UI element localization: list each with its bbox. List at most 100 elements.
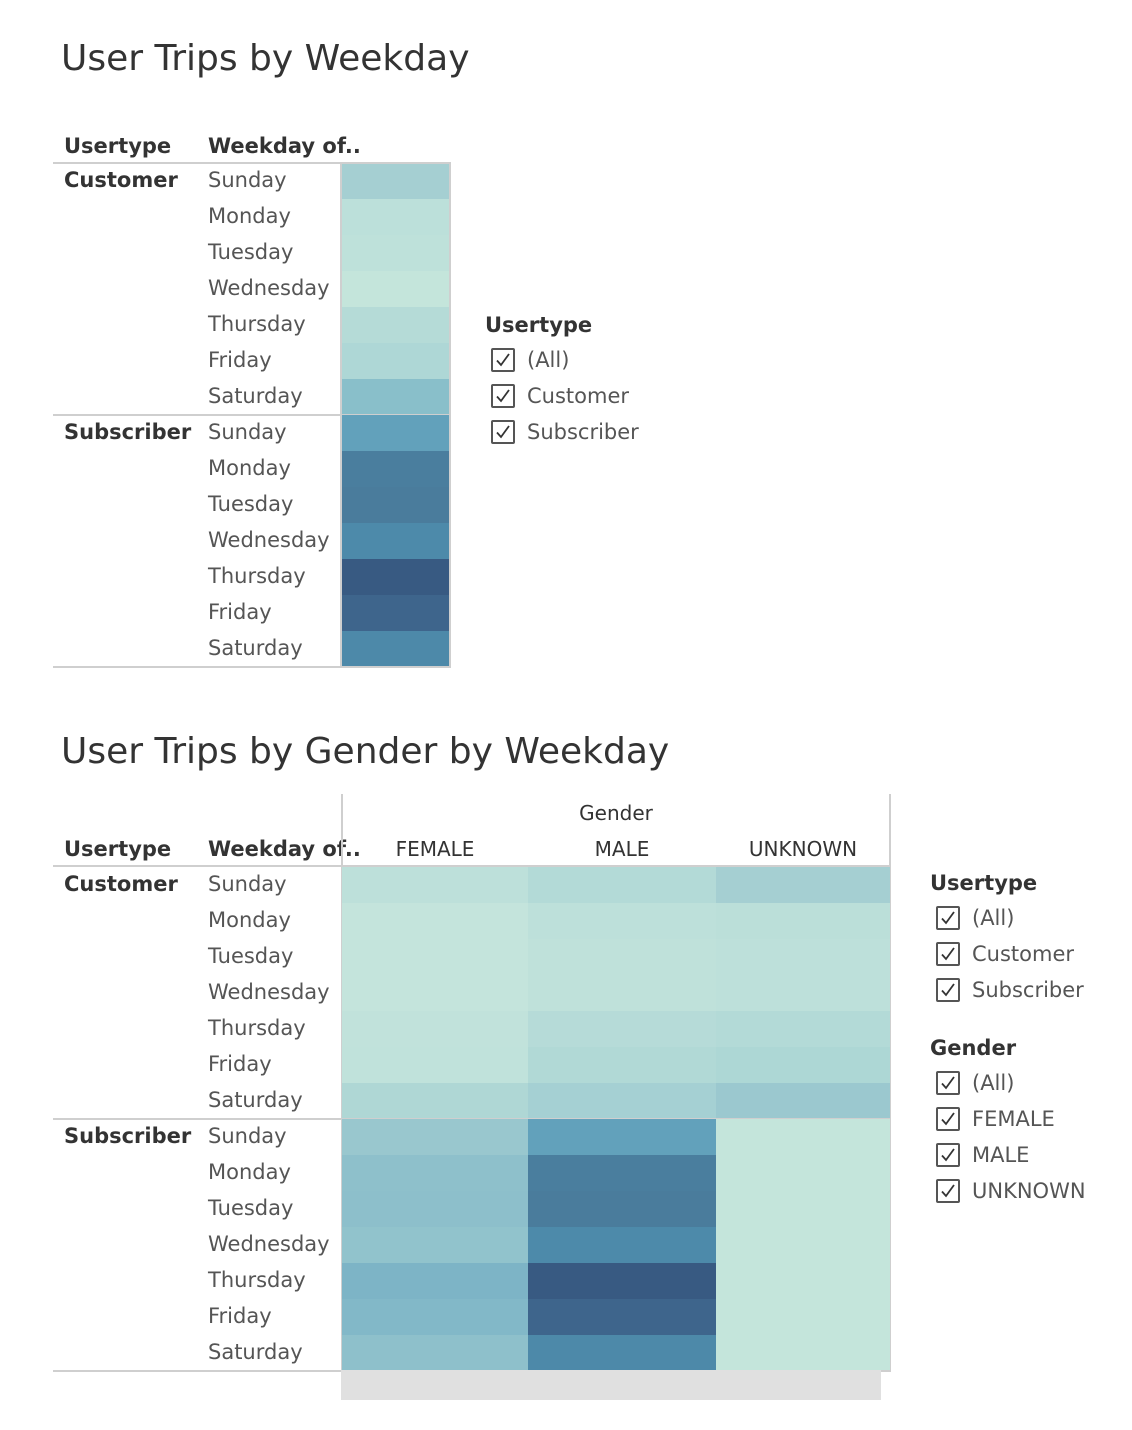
weekday-label: Friday <box>208 348 272 372</box>
checkmark-icon <box>494 387 512 405</box>
filter-option[interactable]: UNKNOWN <box>936 1179 1086 1203</box>
sheet2-right-border <box>889 794 891 1371</box>
filter-option[interactable]: (All) <box>936 906 1014 930</box>
checkbox[interactable] <box>936 906 960 930</box>
weekday-label: Friday <box>208 1304 272 1328</box>
heatmap-cell <box>342 343 450 379</box>
checkbox[interactable] <box>936 1071 960 1095</box>
heatmap-cell <box>716 1263 890 1299</box>
filter-option[interactable]: (All) <box>936 1071 1014 1095</box>
checkbox[interactable] <box>936 1143 960 1167</box>
checkmark-icon <box>939 1182 957 1200</box>
heatmap-cell <box>342 1335 528 1371</box>
usertype-label: Subscriber <box>64 420 192 444</box>
heatmap-cell <box>716 1335 890 1371</box>
heatmap-cell <box>528 1011 716 1047</box>
heatmap-cell <box>528 867 716 903</box>
heatmap-cell <box>528 1083 716 1119</box>
heatmap-cell <box>342 1299 528 1335</box>
heatmap-cell <box>716 1011 890 1047</box>
filter-option-label: Customer <box>527 384 630 408</box>
heatmap-cell <box>528 1047 716 1083</box>
heatmap-cell <box>342 163 450 199</box>
weekday-label: Monday <box>208 908 291 932</box>
heatmap-cell <box>716 1119 890 1155</box>
weekday-label: Saturday <box>208 384 303 408</box>
heatmap-cell <box>342 595 450 631</box>
checkmark-icon <box>494 423 512 441</box>
weekday-label: Saturday <box>208 636 303 660</box>
filter-option[interactable]: Subscriber <box>491 420 639 444</box>
checkbox[interactable] <box>936 978 960 1002</box>
column-header-unknown: UNKNOWN <box>748 837 858 861</box>
filter-option-label: FEMALE <box>972 1107 1055 1131</box>
filter-option[interactable]: Subscriber <box>936 978 1084 1002</box>
weekday-label: Friday <box>208 600 272 624</box>
heatmap-cell <box>528 1191 716 1227</box>
filter_usertype-filter-title: Usertype <box>930 871 1038 895</box>
sheet2-weekday-header: Weekday of.. <box>208 837 361 861</box>
sheet1-usertype-header: Usertype <box>64 134 172 158</box>
sheet1-left-border <box>340 162 342 667</box>
heatmap-cell <box>342 235 450 271</box>
heatmap-cell <box>342 939 528 975</box>
gender-header: Gender <box>579 801 653 825</box>
heatmap-cell <box>342 903 528 939</box>
heatmap-cell <box>342 631 450 667</box>
filter-option-label: (All) <box>972 1071 1015 1095</box>
heatmap-cell <box>716 1155 890 1191</box>
filter-option[interactable]: Customer <box>936 942 1074 966</box>
heatmap-cell <box>716 939 890 975</box>
usertype-label: Subscriber <box>64 1124 192 1148</box>
heatmap-cell <box>342 1047 528 1083</box>
filter_gender-filter-title: Gender <box>930 1036 1017 1060</box>
filter_usertype-filter-title: Usertype <box>485 313 593 337</box>
filter-option[interactable]: MALE <box>936 1143 1029 1167</box>
filter-option[interactable]: Customer <box>491 384 629 408</box>
weekday-label: Thursday <box>208 1268 306 1292</box>
weekday-label: Thursday <box>208 312 306 336</box>
weekday-label: Wednesday <box>208 1232 330 1256</box>
filter-option-label: Customer <box>972 942 1075 966</box>
checkbox[interactable] <box>936 1107 960 1131</box>
heatmap-cell <box>716 975 890 1011</box>
horizontal-scrollbar[interactable] <box>341 1370 881 1400</box>
column-header-female: FEMALE <box>395 837 475 861</box>
weekday-label: Friday <box>208 1052 272 1076</box>
heatmap-cell <box>528 939 716 975</box>
heatmap-cell <box>528 975 716 1011</box>
filter-option[interactable]: (All) <box>491 348 569 372</box>
filter-option-label: (All) <box>972 906 1015 930</box>
checkmark-icon <box>939 1074 957 1092</box>
weekday-label: Tuesday <box>208 1196 294 1220</box>
sheet1-right-border <box>449 162 451 667</box>
heatmap-cell <box>342 451 450 487</box>
usertype-label: Customer <box>64 168 178 192</box>
heatmap-cell <box>342 1083 528 1119</box>
checkmark-icon <box>939 1146 957 1164</box>
checkbox[interactable] <box>491 348 515 372</box>
filter-option-label: Subscriber <box>527 420 639 444</box>
checkbox[interactable] <box>936 1179 960 1203</box>
weekday-label: Tuesday <box>208 240 294 264</box>
heatmap-cell <box>716 867 890 903</box>
sheet1-top-border <box>340 162 451 164</box>
heatmap-cell <box>342 415 450 451</box>
weekday-label: Wednesday <box>208 980 330 1004</box>
checkbox[interactable] <box>491 420 515 444</box>
weekday-label: Tuesday <box>208 492 294 516</box>
group-divider <box>53 666 451 668</box>
filter-option[interactable]: FEMALE <box>936 1107 1055 1131</box>
checkbox[interactable] <box>491 384 515 408</box>
checkbox[interactable] <box>936 942 960 966</box>
heatmap-cell <box>342 1155 528 1191</box>
filter-option-label: UNKNOWN <box>972 1179 1086 1203</box>
sheet1-title: User Trips by Weekday <box>61 38 470 79</box>
heatmap-cell <box>716 1083 890 1119</box>
weekday-label: Sunday <box>208 420 287 444</box>
weekday-label: Saturday <box>208 1088 303 1112</box>
checkmark-icon <box>494 351 512 369</box>
heatmap-cell <box>528 1227 716 1263</box>
sheet1-header-divider <box>53 162 342 164</box>
checkmark-icon <box>939 1110 957 1128</box>
